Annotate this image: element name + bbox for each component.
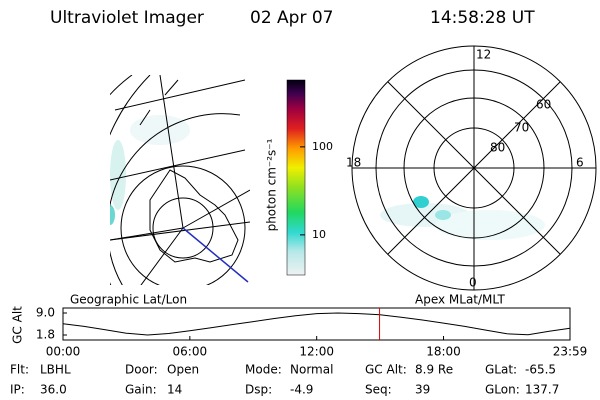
geo-map	[110, 75, 250, 285]
x-tick-label: 06:00	[173, 345, 208, 359]
status-value: LBHL	[40, 363, 71, 377]
time: 14:58:28 UT	[430, 8, 535, 28]
x-tick-label: 18:00	[426, 345, 461, 359]
status-value: Open	[167, 363, 199, 377]
map-label: Geographic Lat/Lon	[70, 293, 187, 307]
title: Ultraviolet Imager	[50, 8, 204, 28]
status-value: Normal	[290, 363, 333, 377]
status-label: Seq:	[365, 383, 392, 397]
status-label: Gain:	[125, 383, 157, 397]
status-bar: Flt: LBHL Door: Open Mode: Normal GC Alt: 8.9 R…	[10, 363, 559, 397]
x-tick-label: 12:00	[299, 345, 334, 359]
lat-label: 80	[490, 141, 505, 155]
status-value: -65.5	[525, 363, 556, 377]
altitude-curve	[62, 312, 571, 336]
y-tick-label: 9.0	[36, 306, 55, 320]
status-label: Mode:	[245, 363, 282, 377]
map-label: Apex MLat/MLT	[415, 293, 505, 307]
x-tick-label: 23:59	[553, 345, 588, 359]
mlt-label: 12	[476, 48, 491, 62]
colorbar-tick-label: 100	[312, 140, 333, 153]
polar-map	[351, 45, 597, 291]
status-label: GLat:	[485, 363, 517, 377]
mlt-label: 0	[469, 276, 477, 290]
status-value: -4.9	[290, 383, 313, 397]
y-tick-label: 1.8	[36, 328, 55, 342]
plot-frame	[62, 307, 571, 341]
status-value: 137.7	[525, 383, 559, 397]
altitude-plot	[62, 307, 571, 341]
status-label: Flt:	[10, 363, 29, 377]
lat-label: 70	[514, 121, 529, 135]
mlt-label: 6	[576, 156, 584, 170]
status-value: 39	[415, 383, 430, 397]
status-value: 8.9 Re	[415, 363, 453, 377]
status-label: IP:	[10, 383, 25, 397]
date: 02 Apr 07	[250, 8, 333, 28]
status-label: GC Alt:	[365, 363, 407, 377]
colorbar: 10 100	[286, 79, 333, 276]
lat-label: 60	[536, 98, 551, 112]
colorbar-tick-label: 10	[312, 228, 326, 241]
x-tick-label: 00:00	[46, 345, 81, 359]
status-label: Dsp:	[245, 383, 272, 397]
y-axis-label: GC Alt	[11, 306, 25, 344]
status-label: Door:	[125, 363, 158, 377]
status-value: 36.0	[40, 383, 67, 397]
mlt-label: 18	[346, 156, 361, 170]
status-value: 14	[167, 383, 182, 397]
colorbar-label: photon cm⁻²s⁻¹	[265, 138, 279, 231]
colorbar-scale	[286, 79, 306, 276]
status-label: GLon:	[485, 383, 520, 397]
